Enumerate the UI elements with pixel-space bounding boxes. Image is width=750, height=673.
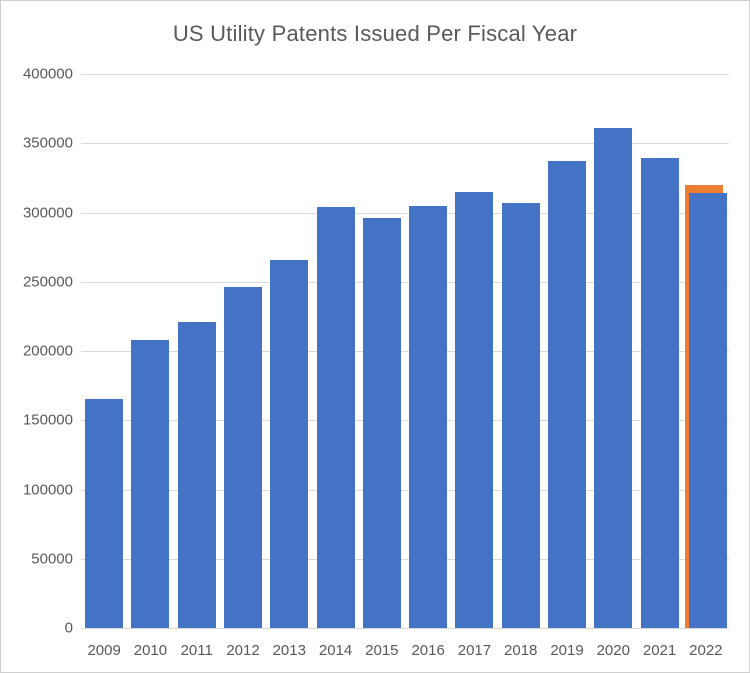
y-axis-label: 50000 — [31, 550, 73, 568]
x-axis-label: 2020 — [596, 642, 630, 659]
gridline — [81, 74, 729, 75]
x-axis-label: 2010 — [133, 642, 168, 659]
x-axis-label: 2014 — [318, 642, 353, 659]
x-axis-label: 2021 — [642, 642, 677, 659]
chart-title: US Utility Patents Issued Per Fiscal Yea… — [172, 21, 578, 46]
x-axis-label: 2011 — [180, 642, 213, 659]
bar-2009 — [85, 399, 124, 628]
gridline — [81, 212, 729, 214]
gridline — [81, 489, 729, 491]
y-axis-label: 350000 — [22, 134, 73, 152]
x-axis-label: 2022 — [689, 642, 723, 659]
bar-2021 — [640, 158, 679, 628]
bar-2020 — [594, 128, 633, 628]
bar-2012 — [224, 287, 262, 628]
gridline — [81, 420, 729, 422]
y-axis-label: 250000 — [22, 273, 73, 291]
gridline — [81, 281, 729, 283]
x-axis-label: 2017 — [457, 642, 492, 659]
bar-2015 — [362, 218, 401, 628]
y-axis-label: 0 — [64, 619, 73, 637]
x-axis-label: 2018 — [504, 642, 538, 659]
x-axis-label: 2015 — [365, 642, 399, 659]
bar-2014 — [316, 206, 355, 628]
bar-2010 — [131, 339, 170, 628]
bar-2019 — [548, 161, 586, 628]
x-axis-label: 2012 — [226, 642, 260, 659]
bar-2018 — [501, 202, 540, 628]
gridline — [81, 558, 729, 560]
bar-2022 — [688, 193, 727, 628]
y-axis-label: 150000 — [22, 411, 73, 429]
x-axis-label: 2013 — [272, 642, 306, 659]
y-axis-label: 200000 — [22, 342, 73, 360]
bar-2016 — [409, 205, 448, 628]
gridline — [81, 143, 729, 145]
x-axis-label: 2016 — [411, 642, 445, 659]
bar-2013 — [270, 259, 309, 628]
y-axis-label: 400000 — [22, 65, 73, 83]
x-axis-label: 2019 — [550, 642, 584, 659]
bar-2011 — [177, 321, 216, 628]
gridline — [81, 628, 729, 629]
x-axis-label: 2009 — [87, 642, 121, 659]
bar-2017 — [455, 191, 494, 628]
gridline — [81, 351, 729, 352]
y-axis-label: 100000 — [22, 481, 73, 498]
y-axis-label: 300000 — [22, 204, 73, 221]
